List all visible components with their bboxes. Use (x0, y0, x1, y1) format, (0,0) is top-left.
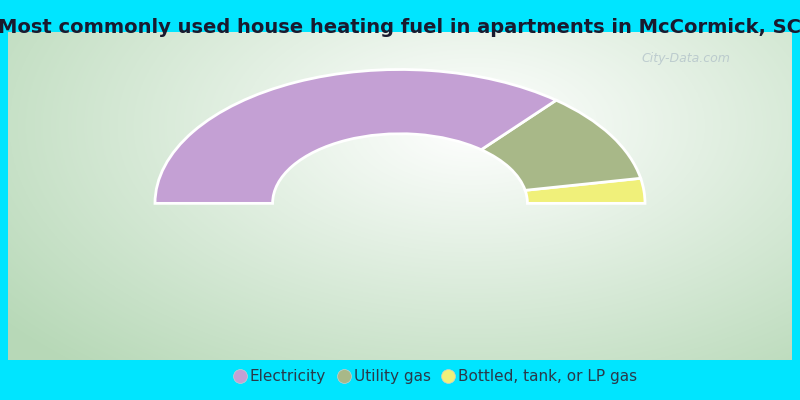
Text: Utility gas: Utility gas (354, 368, 430, 384)
Text: City-Data.com: City-Data.com (642, 52, 730, 65)
Wedge shape (525, 178, 645, 203)
Text: Electricity: Electricity (250, 368, 326, 384)
Text: Most commonly used house heating fuel in apartments in McCormick, SC: Most commonly used house heating fuel in… (0, 18, 800, 37)
Wedge shape (155, 70, 556, 203)
Wedge shape (482, 100, 641, 190)
Text: Bottled, tank, or LP gas: Bottled, tank, or LP gas (458, 368, 637, 384)
